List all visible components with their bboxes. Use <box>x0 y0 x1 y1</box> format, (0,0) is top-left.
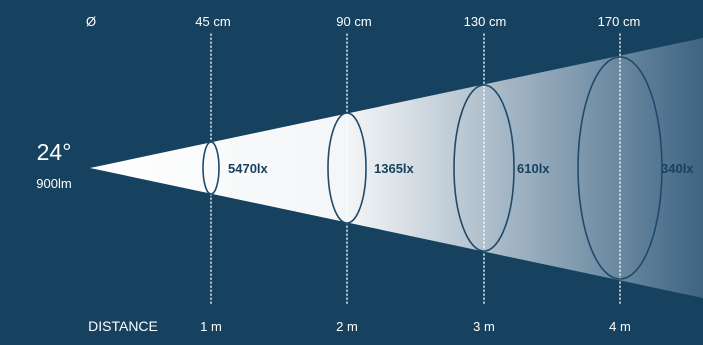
distance-label: 2 m <box>336 319 358 334</box>
beam-ring <box>577 56 663 280</box>
light-beam-cone <box>90 38 703 298</box>
distance-label: 3 m <box>473 319 495 334</box>
station-3: 130 cm 610lx 3 m <box>453 14 550 334</box>
distance-label: 1 m <box>200 319 222 334</box>
distance-label: 4 m <box>609 319 631 334</box>
illuminance-label: 610lx <box>517 161 550 176</box>
station-2: 90 cm 1365lx 2 m <box>327 14 415 334</box>
diameter-label: 90 cm <box>336 14 371 29</box>
illuminance-label: 1365lx <box>374 161 415 176</box>
station-1: 45 cm 5470lx 1 m <box>195 14 268 334</box>
lumen-label: 900lm <box>36 176 71 191</box>
beam-ring <box>202 141 220 195</box>
illuminance-label: 340lx <box>661 161 694 176</box>
stations: 45 cm 5470lx 1 m 90 cm 1365lx 2 m 130 cm 610lx 3… <box>195 14 694 334</box>
diameter-symbol: Ø <box>86 14 96 29</box>
beam-ring <box>453 84 515 252</box>
diameter-label: 45 cm <box>195 14 230 29</box>
diameter-label: 130 cm <box>464 14 507 29</box>
station-4: 170 cm 340lx 4 m <box>577 14 694 334</box>
illuminance-label: 5470lx <box>228 161 269 176</box>
beam-angle-label: 24° <box>37 139 72 165</box>
distance-axis-label: DISTANCE <box>88 318 158 334</box>
diameter-label: 170 cm <box>598 14 641 29</box>
beam-ring <box>327 112 367 224</box>
